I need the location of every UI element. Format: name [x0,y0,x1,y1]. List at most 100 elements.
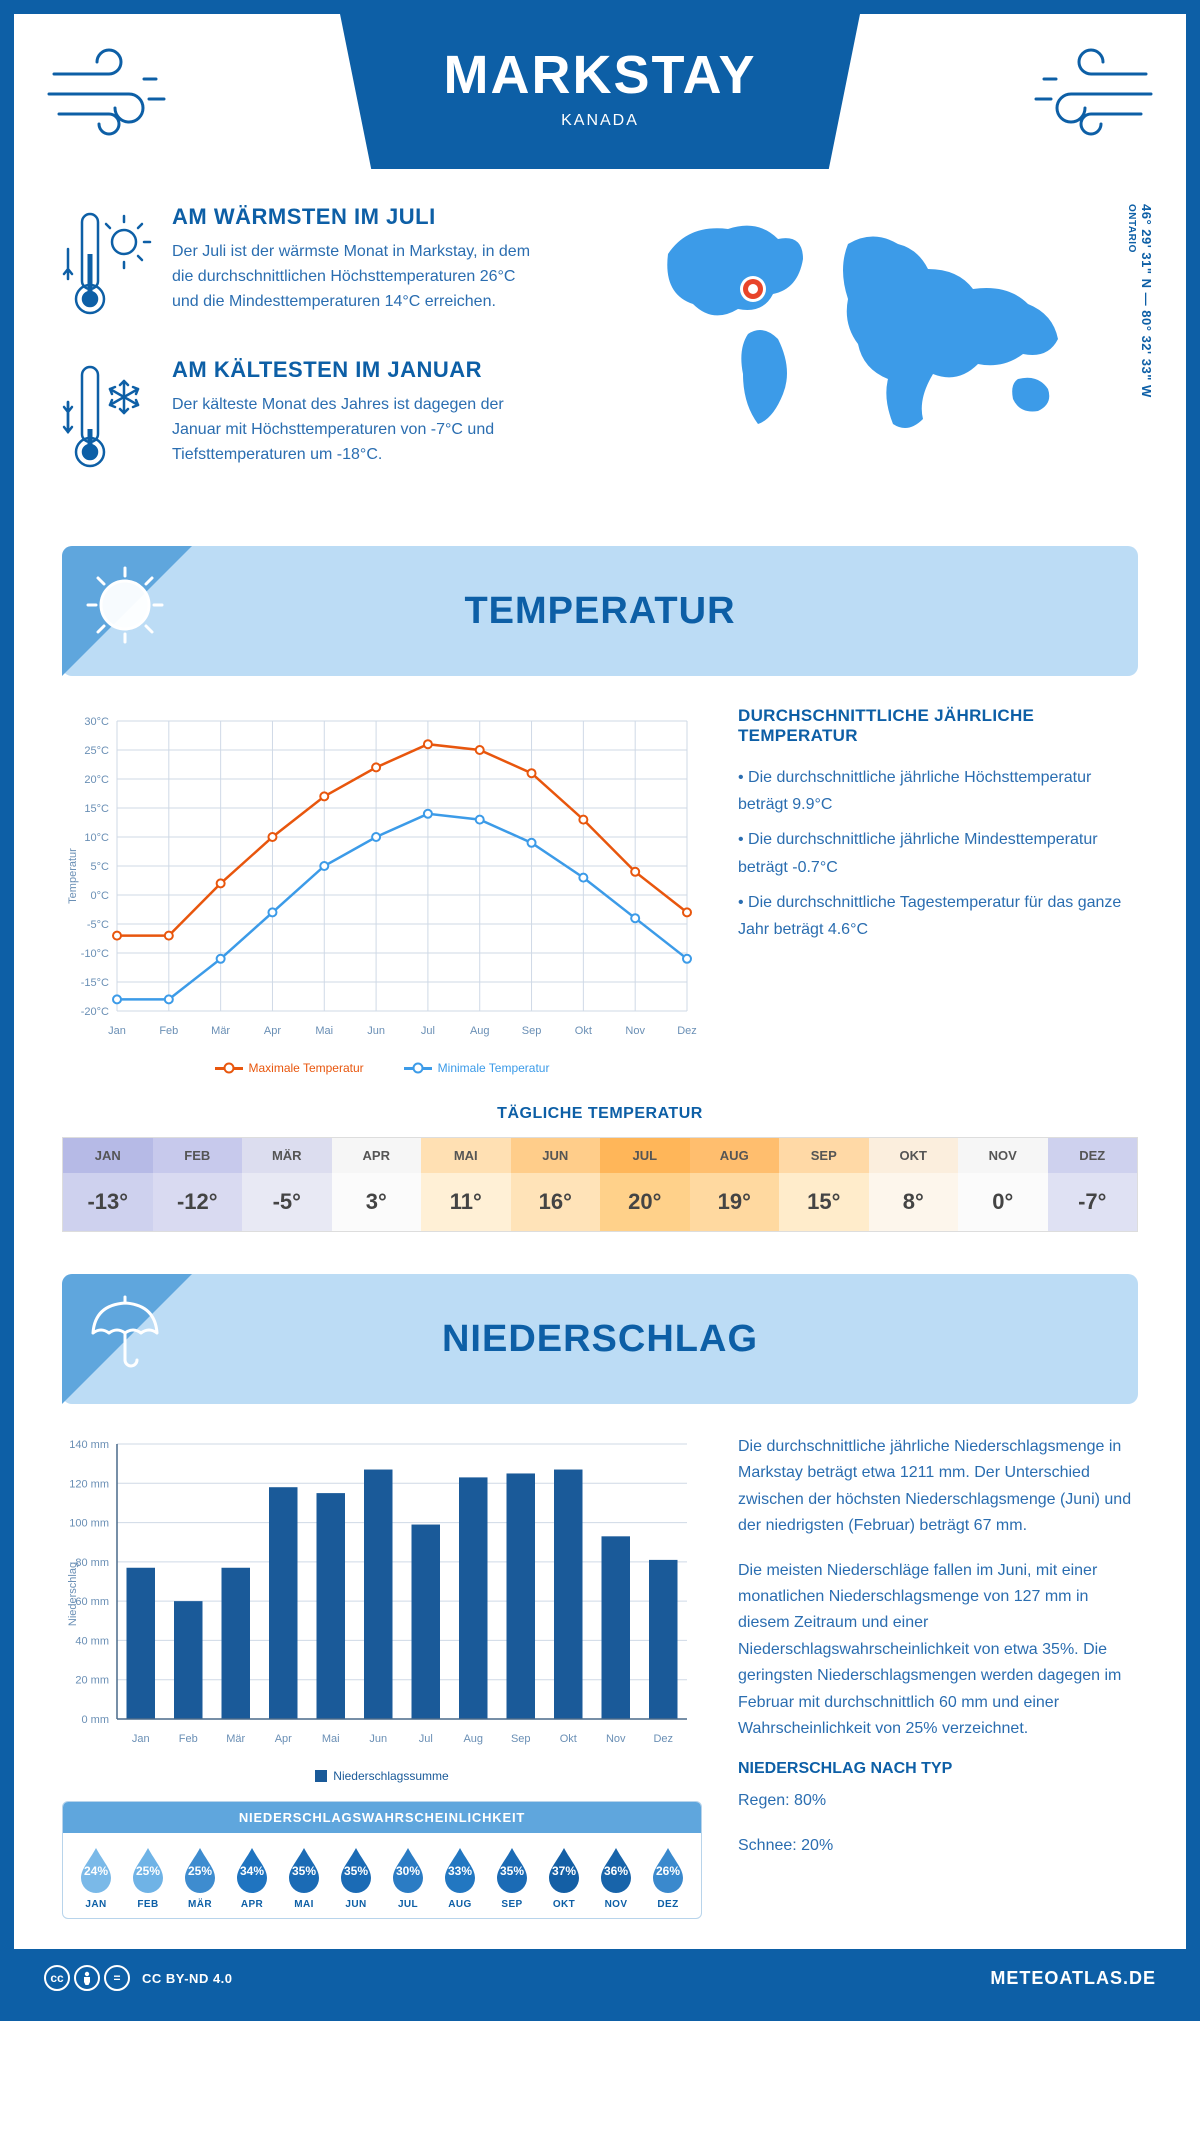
city-name: MARKSTAY [340,44,860,106]
probability-cell: 35%SEP [487,1845,537,1910]
svg-text:Mär: Mär [226,1733,245,1745]
probability-cell: 34%APR [227,1845,277,1910]
precip-paragraph: Die durchschnittliche jährliche Niedersc… [738,1434,1138,1540]
svg-text:Okt: Okt [575,1025,592,1037]
svg-text:Temperatur: Temperatur [67,848,79,904]
nd-icon: = [104,1965,130,1991]
precip-type-heading: NIEDERSCHLAG NACH TYP [738,1760,1138,1778]
svg-text:10°C: 10°C [84,832,109,844]
coldest-title: AM KÄLTESTEN IM JANUAR [172,357,532,383]
month-cell: JAN-13° [63,1138,153,1231]
svg-text:Dez: Dez [677,1025,697,1037]
svg-text:40 mm: 40 mm [75,1635,109,1647]
month-cell: AUG19° [690,1138,780,1231]
warmest-title: AM WÄRMSTEN IM JULI [172,204,532,230]
svg-text:Mai: Mai [322,1733,340,1745]
thermometer-hot-icon [62,204,152,329]
license-text: CC BY-ND 4.0 [142,1971,233,1986]
precip-type-line: Regen: 80% [738,1788,1138,1814]
svg-text:Aug: Aug [463,1733,483,1745]
section-title: TEMPERATUR [464,590,735,633]
title-banner: MARKSTAY KANADA [340,14,860,169]
month-cell: OKT8° [869,1138,959,1231]
coordinates: 46° 29' 31" N — 80° 32' 33" W ONTARIO [1124,204,1154,398]
svg-text:Mär: Mär [211,1025,230,1037]
wind-icon [44,44,184,149]
wind-icon [1016,44,1156,149]
month-cell: JUN16° [511,1138,601,1231]
svg-text:Sep: Sep [522,1025,542,1037]
svg-text:120 mm: 120 mm [69,1478,109,1490]
svg-text:Jun: Jun [367,1025,385,1037]
month-cell: APR3° [332,1138,422,1231]
svg-text:0 mm: 0 mm [82,1714,110,1726]
temp-info-line: Die durchschnittliche Tagestemperatur fü… [738,889,1138,943]
thermometer-cold-icon [62,357,152,482]
probability-cell: 26%DEZ [643,1845,693,1910]
world-map-block: 46° 29' 31" N — 80° 32' 33" W ONTARIO [638,204,1138,510]
probability-box: NIEDERSCHLAGSWAHRSCHEINLICHKEIT 24%JAN25… [62,1801,702,1919]
svg-text:30°C: 30°C [84,716,109,728]
cc-icon: cc [44,1965,70,1991]
svg-text:0°C: 0°C [91,890,110,902]
cc-icons: cc = [44,1965,130,1991]
umbrella-icon [80,1288,170,1383]
temperature-info: DURCHSCHNITTLICHE JÄHRLICHE TEMPERATUR D… [738,706,1138,1075]
month-cell: DEZ-7° [1048,1138,1138,1231]
svg-text:Sep: Sep [511,1733,531,1745]
month-cell: JUL20° [600,1138,690,1231]
precip-paragraph: Die meisten Niederschläge fallen im Juni… [738,1558,1138,1743]
precipitation-bar-chart: 0 mm20 mm40 mm60 mm80 mm100 mm120 mm140 … [62,1434,702,1754]
svg-text:-5°C: -5°C [87,919,109,931]
warmest-fact: AM WÄRMSTEN IM JULI Der Juli ist der wär… [62,204,598,329]
probability-title: NIEDERSCHLAGSWAHRSCHEINLICHKEIT [63,1802,701,1833]
svg-text:25°C: 25°C [84,745,109,757]
temperature-section-header: TEMPERATUR [62,546,1138,676]
probability-cell: 24%JAN [71,1845,121,1910]
svg-text:Jul: Jul [419,1733,433,1745]
probability-cell: 25%FEB [123,1845,173,1910]
world-map-icon [638,204,1098,444]
svg-text:140 mm: 140 mm [69,1439,109,1451]
footer: cc = CC BY-ND 4.0 METEOATLAS.DE [14,1949,1186,2007]
svg-text:5°C: 5°C [91,861,110,873]
svg-text:-10°C: -10°C [81,948,109,960]
svg-text:60 mm: 60 mm [75,1596,109,1608]
probability-cell: 30%JUL [383,1845,433,1910]
svg-text:Jul: Jul [421,1025,435,1037]
svg-text:Nov: Nov [606,1733,626,1745]
svg-text:Apr: Apr [275,1733,292,1745]
svg-text:Jun: Jun [369,1733,387,1745]
month-cell: MAI11° [421,1138,511,1231]
svg-text:100 mm: 100 mm [69,1518,109,1530]
coldest-fact: AM KÄLTESTEN IM JANUAR Der kälteste Mona… [62,357,598,482]
svg-text:Dez: Dez [653,1733,673,1745]
svg-text:20 mm: 20 mm [75,1675,109,1687]
temp-chart-legend: Maximale Temperatur Minimale Temperatur [62,1061,702,1075]
probability-cell: 36%NOV [591,1845,641,1910]
svg-text:-20°C: -20°C [81,1006,109,1018]
header: MARKSTAY KANADA [14,14,1186,204]
precipitation-section-header: NIEDERSCHLAG [62,1274,1138,1404]
brand-text: METEOATLAS.DE [990,1968,1156,1989]
temperature-line-chart: -20°C-15°C-10°C-5°C0°C5°C10°C15°C20°C25°… [62,706,702,1046]
month-cell: SEP15° [779,1138,869,1231]
svg-text:Apr: Apr [264,1025,281,1037]
temp-info-line: Die durchschnittliche jährliche Höchstte… [738,764,1138,818]
month-cell: FEB-12° [153,1138,243,1231]
svg-text:15°C: 15°C [84,803,109,815]
coldest-text: Der kälteste Monat des Jahres ist dagege… [172,393,532,467]
daily-temp-title: TÄGLICHE TEMPERATUR [62,1105,1138,1123]
section-title: NIEDERSCHLAG [442,1318,758,1361]
temp-info-line: Die durchschnittliche jährliche Mindestt… [738,826,1138,880]
country-name: KANADA [340,112,860,130]
svg-text:Niederschlag: Niederschlag [67,1562,79,1626]
temp-info-heading: DURCHSCHNITTLICHE JÄHRLICHE TEMPERATUR [738,706,1138,746]
svg-text:Jan: Jan [132,1733,150,1745]
month-cell: MÄR-5° [242,1138,332,1231]
svg-text:20°C: 20°C [84,774,109,786]
probability-cell: 25%MÄR [175,1845,225,1910]
probability-cell: 35%JUN [331,1845,381,1910]
svg-text:Nov: Nov [625,1025,645,1037]
sun-icon [80,560,170,655]
